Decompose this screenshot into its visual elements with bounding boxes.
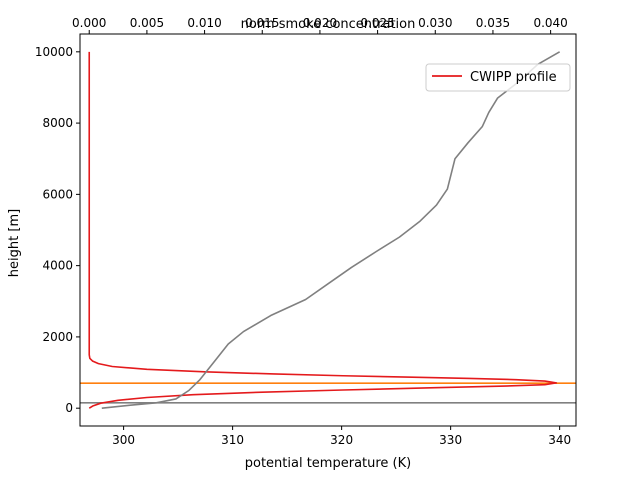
legend: CWIPP profile [425,63,571,92]
x-tick-label-2: 320 [330,433,353,447]
left-axis-ticks: 0 2000 4000 6000 8000 10000 [35,45,80,415]
top-tick-label-5: 0.025 [360,16,394,30]
y-tick-label-3: 6000 [42,187,73,201]
x-tick-label-1: 310 [221,433,244,447]
series-lines [88,51,561,409]
top-tick-label-3: 0.015 [245,16,279,30]
y-axis-label: height [m] [7,209,22,277]
y-tick-label-0: 0 [65,401,73,415]
y-tick-label-2: 4000 [42,259,73,273]
y-tick-label-4: 8000 [42,116,73,130]
top-tick-label-1: 0.005 [130,16,164,30]
legend-box [425,63,571,92]
bottom-axis-ticks: 300 310 320 330 340 [112,426,571,447]
x-tick-label-3: 330 [439,433,462,447]
top-tick-label-4: 0.020 [303,16,337,30]
top-axis-ticks: 0.000 0.005 0.010 0.015 0.020 0.025 0.030 0.035… [72,16,568,34]
top-tick-label-6: 0.030 [418,16,452,30]
horizontal-lines [80,382,576,404]
x-tick-label-4: 340 [548,433,571,447]
top-tick-label-0: 0.000 [72,16,106,30]
top-axis-label: norm smoke concentration [241,17,416,32]
series-line-0 [88,51,558,409]
top-tick-label-8: 0.040 [533,16,567,30]
y-tick-label-1: 2000 [42,330,73,344]
top-tick-label-7: 0.035 [476,16,510,30]
axes-frame [79,33,577,427]
y-tick-label-5: 10000 [35,45,73,59]
x-tick-label-0: 300 [112,433,135,447]
series-line-1 [101,51,561,409]
top-tick-label-2: 0.010 [187,16,221,30]
x-axis-label: potential temperature (K) [245,456,411,471]
legend-label: CWIPP profile [470,70,557,85]
